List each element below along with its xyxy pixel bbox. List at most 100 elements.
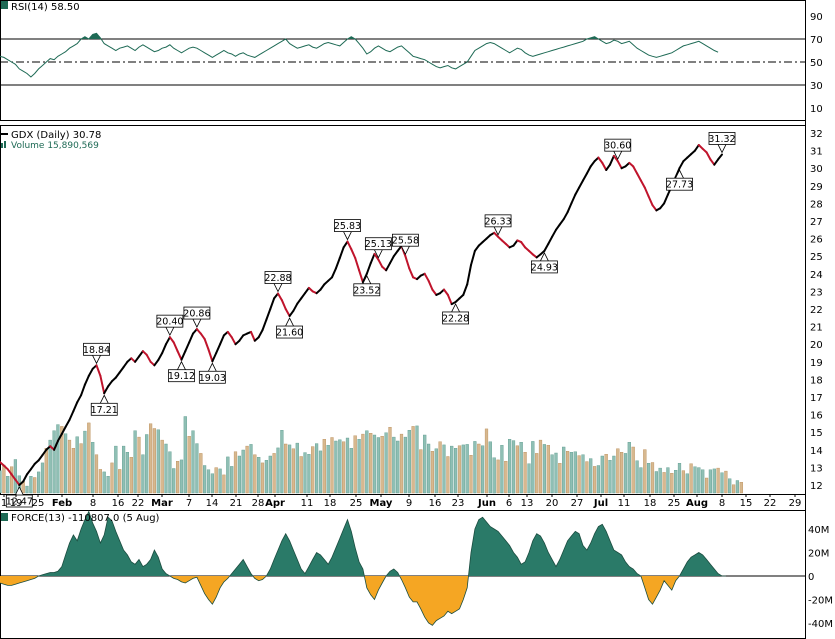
price-segment-117: [446, 293, 453, 306]
volume-legend-marker-b: [4, 141, 6, 148]
volume-bar-97: [372, 434, 377, 494]
volume-bar-85: [326, 445, 330, 494]
volume-bar-126: [484, 428, 489, 494]
volume-bar-80: [307, 454, 311, 494]
volume-bar-42: [160, 439, 164, 494]
volume-bar-179: [689, 463, 693, 494]
price-segment-42: [157, 352, 164, 361]
x-axis-label-6: 22: [132, 498, 145, 509]
volume-bar-47: [179, 459, 184, 494]
volume-bar-77: [295, 442, 299, 494]
volume-bar-28: [106, 476, 110, 494]
price-segment-185: [709, 158, 716, 166]
volume-bar-189: [728, 478, 732, 494]
volume-bar-41: [156, 429, 160, 494]
volume-bar-46: [175, 461, 180, 494]
volume-bar-119: [457, 445, 462, 494]
volume-bar-76: [291, 448, 295, 494]
x-axis-label-1: 19: [10, 498, 23, 509]
volume-bar-181: [697, 467, 701, 494]
volume-bar-178: [685, 473, 689, 494]
volume-bar-45: [172, 468, 176, 494]
swing-pointer-3: [165, 326, 175, 337]
price-segment-15: [53, 440, 59, 451]
volume-bar-161: [620, 452, 624, 494]
swing-label-5: 20.86: [183, 309, 210, 320]
volume-bar-180: [693, 466, 697, 494]
price-tick-label-26: 26: [810, 235, 823, 246]
rsi-tick-label-10: 10: [810, 104, 823, 115]
price-segment-17: [60, 425, 67, 435]
volume-bar-165: [635, 460, 639, 494]
x-axis-label-9: 14: [206, 498, 219, 509]
volume-bar-191: [735, 480, 739, 494]
volume-bar-149: [573, 451, 577, 494]
volume-bar-130: [500, 445, 504, 494]
x-axis-label-26: 11: [618, 498, 631, 509]
volume-bar-123: [473, 441, 477, 494]
volume-bar-11: [40, 462, 45, 494]
price-segment-88: [334, 257, 341, 270]
volume-bar-151: [581, 454, 585, 494]
volume-bar-21: [79, 443, 83, 494]
volume-bar-0: [0, 470, 2, 494]
x-axis-label-13: 11: [301, 498, 314, 509]
price-segment-50: [188, 332, 194, 344]
swing-box-14: [484, 214, 512, 228]
volume-bar-36: [137, 436, 141, 494]
price-segment-168: [643, 186, 650, 198]
price-segment-31: [114, 371, 121, 379]
force-positive-area: [0, 511, 726, 576]
x-axis-label-0: 1: [1, 498, 7, 509]
price-segment-77: [292, 302, 299, 312]
volume-bar-156: [600, 455, 604, 494]
price-segment-48: [180, 350, 187, 361]
volume-bar-177: [681, 470, 685, 494]
price-segment-23: [83, 374, 90, 386]
volume-bar-1: [2, 464, 6, 494]
price-segment-176: [674, 167, 681, 178]
price-segment-29: [107, 380, 113, 388]
volume-bar-163: [627, 442, 631, 494]
swing-box-6: [198, 370, 226, 384]
volume-bar-169: [650, 462, 655, 494]
rsi-panel-marker: [1, 1, 8, 9]
price-segment-68: [257, 329, 264, 339]
price-tick-label-21: 21: [810, 323, 823, 334]
volume-bar-106: [407, 430, 411, 494]
volume-bar-58: [222, 474, 226, 494]
volume-bar-35: [133, 430, 137, 494]
price-tick-label-14: 14: [810, 446, 823, 457]
volume-bar-86: [330, 437, 334, 494]
force-tick-label-4: -40M: [808, 619, 833, 630]
price-segment-147: [562, 211, 569, 221]
price-segment-157: [601, 161, 608, 171]
price-segment-76: [288, 309, 295, 317]
swing-pointer-5: [192, 318, 202, 328]
volume-bar-43: [164, 443, 168, 494]
volume-bar-105: [403, 436, 407, 494]
volume-bar-129: [496, 459, 500, 494]
swing-box-9: [334, 219, 361, 232]
x-axis-label-23: 20: [546, 498, 559, 509]
price-segment-124: [473, 244, 480, 252]
price-segment-150: [574, 186, 581, 196]
volume-bar-135: [519, 442, 523, 494]
volume-bar-167: [643, 449, 647, 494]
volume-bar-136: [523, 452, 527, 494]
volume-bar-79: [303, 452, 307, 494]
volume-bar-78: [299, 456, 303, 494]
volume-bar-60: [230, 466, 234, 494]
price-tick-label-23: 23: [810, 287, 823, 298]
rsi-tick-label-30: 30: [810, 81, 823, 92]
volume-bar-138: [531, 441, 535, 494]
price-segment-93: [354, 257, 361, 272]
volume-bar-120: [461, 444, 465, 494]
price-segment-154: [589, 160, 596, 168]
rsi-tick-label-70: 70: [810, 35, 823, 46]
volume-bar-30: [114, 445, 118, 494]
volume-bar-124: [477, 443, 481, 494]
swing-label-14: 26.33: [484, 216, 511, 227]
price-segment-70: [265, 308, 272, 321]
